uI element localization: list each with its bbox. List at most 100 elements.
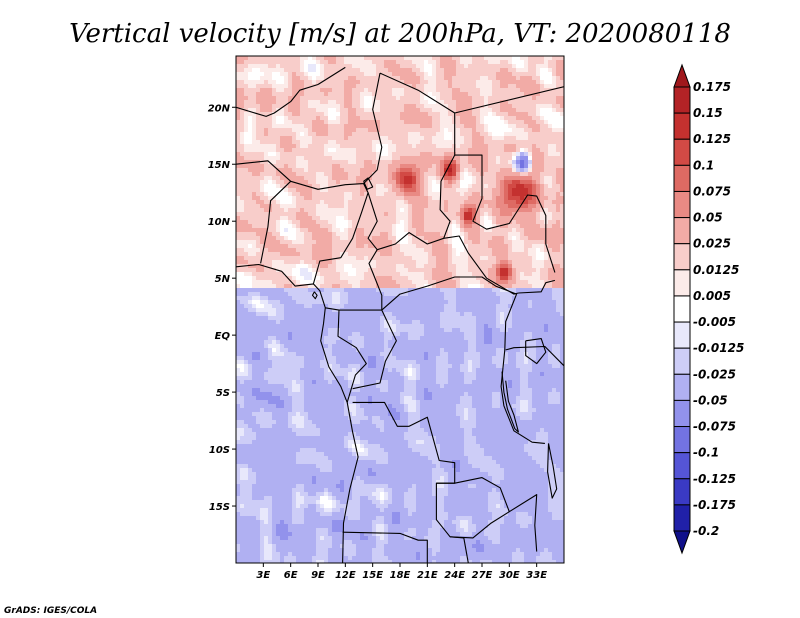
field-cell	[412, 80, 416, 84]
field-cell	[556, 100, 560, 104]
field-cell	[276, 284, 280, 288]
field-cell	[472, 112, 476, 116]
field-cell	[340, 100, 344, 104]
field-cell	[496, 72, 500, 76]
field-cell	[308, 188, 312, 192]
field-cell	[528, 300, 532, 304]
field-cell	[556, 180, 560, 184]
field-cell	[296, 240, 300, 244]
field-cell	[404, 308, 408, 312]
field-cell	[464, 192, 468, 196]
field-cell	[552, 252, 556, 256]
field-cell	[484, 128, 488, 132]
field-cell	[276, 176, 280, 180]
field-cell	[316, 288, 320, 292]
field-cell	[532, 296, 536, 300]
field-cell	[312, 140, 316, 144]
field-cell	[336, 260, 340, 264]
field-cell	[244, 272, 248, 276]
field-cell	[376, 184, 380, 188]
field-cell	[304, 152, 308, 156]
field-cell	[428, 176, 432, 180]
field-cell	[280, 288, 284, 292]
field-cell	[480, 92, 484, 96]
field-cell	[324, 172, 328, 176]
field-cell	[388, 148, 392, 152]
field-cell	[352, 184, 356, 188]
field-cell	[324, 204, 328, 208]
field-cell	[516, 220, 520, 224]
field-cell	[480, 100, 484, 104]
field-cell	[260, 80, 264, 84]
field-cell	[416, 172, 420, 176]
field-cell	[264, 192, 268, 196]
field-cell	[516, 256, 520, 260]
field-cell	[468, 248, 472, 252]
field-cell	[420, 144, 424, 148]
field-cell	[292, 264, 296, 268]
field-cell	[560, 168, 564, 172]
field-cell	[436, 88, 440, 92]
field-cell	[388, 236, 392, 240]
field-cell	[348, 256, 352, 260]
field-cell	[248, 308, 252, 312]
field-cell	[336, 212, 340, 216]
field-cell	[268, 148, 272, 152]
field-cell	[264, 208, 268, 212]
field-cell	[556, 296, 560, 300]
field-cell	[524, 268, 528, 272]
field-cell	[492, 84, 496, 88]
field-cell	[552, 276, 556, 280]
field-cell	[344, 188, 348, 192]
field-cell	[464, 232, 468, 236]
field-cell	[300, 240, 304, 244]
field-cell	[412, 172, 416, 176]
field-cell	[520, 192, 524, 196]
field-cell	[560, 240, 564, 244]
field-cell	[480, 264, 484, 268]
field-cell	[456, 100, 460, 104]
field-cell	[332, 308, 336, 312]
field-cell	[468, 188, 472, 192]
field-cell	[296, 148, 300, 152]
field-cell	[524, 80, 528, 84]
field-cell	[360, 312, 364, 316]
field-cell	[488, 168, 492, 172]
field-cell	[360, 188, 364, 192]
field-cell	[448, 196, 452, 200]
field-cell	[456, 128, 460, 132]
field-cell	[320, 128, 324, 132]
field-cell	[400, 180, 404, 184]
field-cell	[540, 100, 544, 104]
field-cell	[376, 72, 380, 76]
field-cell	[252, 220, 256, 224]
field-cell	[392, 72, 396, 76]
field-cell	[560, 56, 564, 60]
field-cell	[320, 212, 324, 216]
field-cell	[480, 232, 484, 236]
field-cell	[240, 60, 244, 64]
field-cell	[436, 172, 440, 176]
field-cell	[284, 76, 288, 80]
field-cell	[352, 104, 356, 108]
field-cell	[348, 204, 352, 208]
field-cell	[512, 256, 516, 260]
field-cell	[444, 144, 448, 148]
field-cell	[504, 260, 508, 264]
field-cell	[544, 212, 548, 216]
field-cell	[284, 168, 288, 172]
field-cell	[424, 292, 428, 296]
field-cell	[436, 224, 440, 228]
field-cell	[464, 264, 468, 268]
field-cell	[252, 124, 256, 128]
field-cell	[496, 240, 500, 244]
field-cell	[248, 80, 252, 84]
field-cell	[432, 124, 436, 128]
field-cell	[524, 176, 528, 180]
field-cell	[536, 80, 540, 84]
field-cell	[256, 88, 260, 92]
field-cell	[396, 220, 400, 224]
field-cell	[324, 188, 328, 192]
field-cell	[416, 124, 420, 128]
field-cell	[280, 304, 284, 308]
